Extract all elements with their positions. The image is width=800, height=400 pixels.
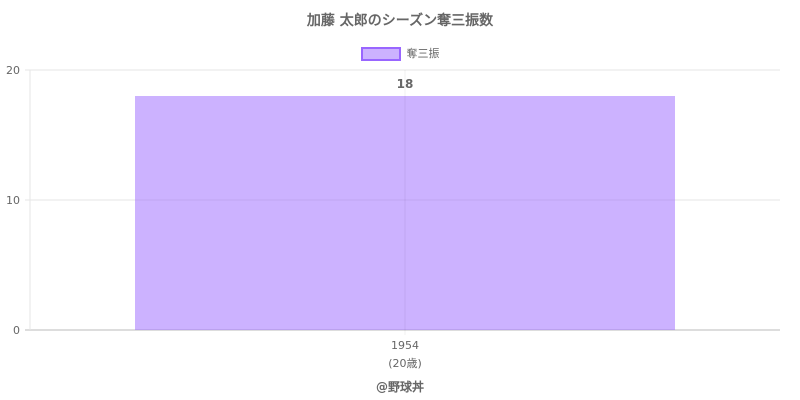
y-tick-label: 0 xyxy=(13,324,20,337)
legend-label: 奪三振 xyxy=(406,47,440,60)
bar xyxy=(135,96,675,330)
y-tick-label: 10 xyxy=(6,194,20,207)
chart-title: 加藤 太郎のシーズン奪三振数 xyxy=(306,13,494,29)
legend[interactable]: 奪三振 xyxy=(0,45,800,61)
data-label: 18 xyxy=(397,77,414,91)
y-tick-label: 20 xyxy=(6,64,20,77)
x-tick-sublabel: (20歳) xyxy=(388,357,422,370)
credit: @野球丼 xyxy=(375,380,424,394)
legend-swatch xyxy=(360,47,401,61)
x-tick-label: 1954 xyxy=(391,339,419,352)
